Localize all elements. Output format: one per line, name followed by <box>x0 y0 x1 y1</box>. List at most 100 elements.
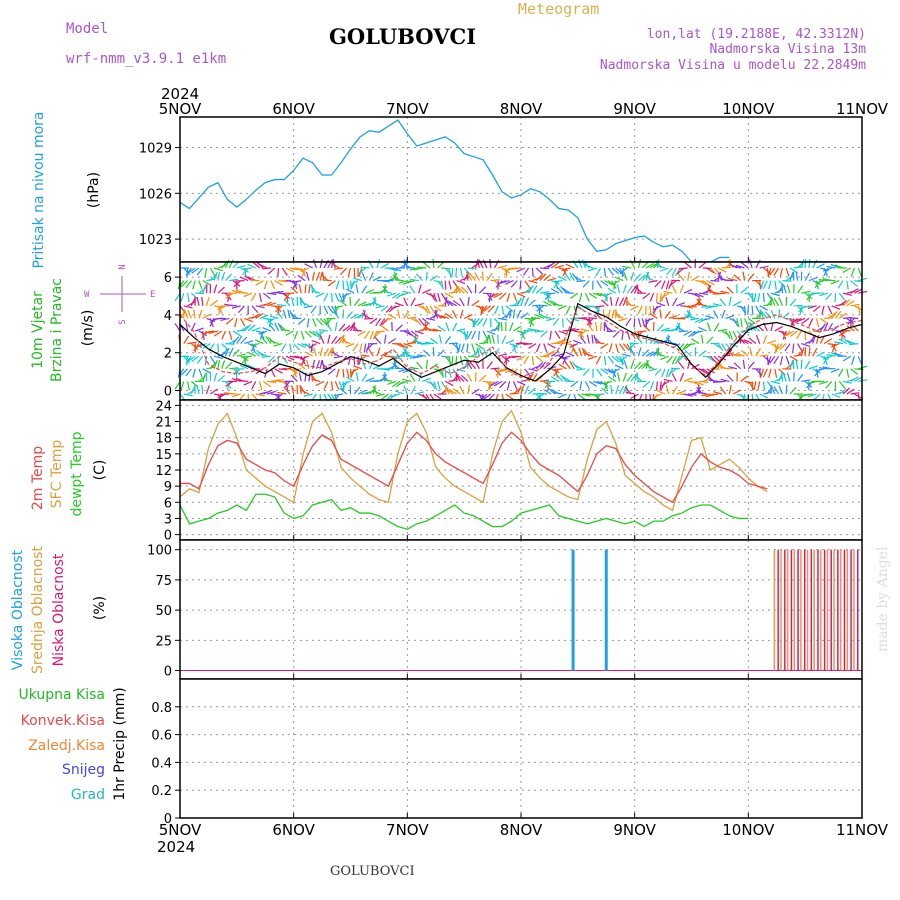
wind-arrow <box>267 355 276 364</box>
wind-arrow <box>808 276 818 282</box>
wind-arrow <box>227 392 237 395</box>
temp-background <box>180 400 862 540</box>
conv-rain-label: Konvek.Kisa <box>21 713 105 729</box>
wind-arrow <box>403 347 408 357</box>
wind-arrow <box>342 280 345 290</box>
wind-arrow <box>380 325 389 332</box>
wind-arrow <box>357 301 367 307</box>
wind-arrow <box>827 305 833 315</box>
wind-arrow <box>440 292 447 302</box>
wind-arrow <box>254 339 264 345</box>
precip-ytick-label: 0.4 <box>151 756 172 771</box>
wind-arrow <box>224 259 230 269</box>
wind-arrow <box>258 330 268 335</box>
wind-arrow <box>570 380 579 388</box>
wind-arrow <box>267 267 276 275</box>
wind-arrow <box>804 272 811 281</box>
wind-arrow <box>413 355 423 359</box>
wind-arrow <box>243 380 253 386</box>
wind-arrow <box>603 292 613 297</box>
wind-arrow <box>319 317 328 326</box>
wind-arrow <box>428 329 438 332</box>
wind-arrow <box>213 355 223 360</box>
wind-arrow <box>584 264 594 269</box>
wind-arrow <box>185 267 192 276</box>
wind-arrow <box>326 323 333 332</box>
wind-arrow <box>649 313 658 319</box>
wind-arrow <box>186 293 190 303</box>
wind-arrow <box>310 343 314 353</box>
wind-arrow <box>838 312 847 319</box>
wind-arrow <box>478 305 484 315</box>
wind-arrow <box>510 280 518 288</box>
wind-arrow <box>838 381 846 389</box>
station-title: GOLUBOVCI <box>329 24 476 49</box>
wind-arrow <box>478 374 487 382</box>
wind-arrow <box>748 259 753 269</box>
wind-arrow <box>604 280 613 286</box>
wind-arrow <box>698 326 707 332</box>
wind-arrow <box>740 318 743 328</box>
wind-arrow <box>816 263 825 269</box>
wind-arrow <box>509 322 514 332</box>
dewpt-label: dewpt Temp <box>69 431 85 516</box>
wind-arrow <box>645 275 654 282</box>
wind-arrow <box>519 280 522 290</box>
wind-arrow <box>691 275 700 282</box>
wind-arrow <box>455 285 461 294</box>
wind-arrow <box>535 362 544 370</box>
wind-arrow <box>274 290 284 294</box>
wind-arrow <box>323 292 329 302</box>
pressure-unit: (hPa) <box>86 172 102 208</box>
wind-arrow <box>422 317 430 325</box>
temp-panel-labels: 2m Temp SFC Temp dewpt Temp (C) <box>30 431 108 516</box>
wind-arrow <box>792 317 802 323</box>
wind-arrow <box>588 380 598 387</box>
wind-arrow <box>607 287 617 294</box>
wind-arrow <box>753 293 757 303</box>
wind-arrow <box>774 368 778 378</box>
wind-arrow <box>576 280 586 283</box>
panels: 1023102610290246036912151821240255075100… <box>139 116 868 827</box>
wind-arrow <box>452 310 458 319</box>
wind-arrow <box>409 285 416 294</box>
wind-arrow <box>724 367 734 370</box>
wind-arrow <box>221 271 226 281</box>
wind-arrow <box>720 290 730 294</box>
wind-arrow <box>554 330 561 339</box>
wind-arrow <box>375 318 382 327</box>
wind-arrow <box>554 353 564 357</box>
wind-arrow <box>564 361 571 370</box>
wind-arrow <box>653 305 658 315</box>
wind-arrow <box>837 280 844 289</box>
wind-arrow <box>665 336 673 345</box>
wind-arrow <box>213 284 218 294</box>
wind-arrow <box>261 267 271 270</box>
wind-arrow <box>437 381 441 391</box>
wind-arrow <box>289 267 299 271</box>
wind-arrow <box>311 290 321 294</box>
wind-arrow <box>592 393 601 401</box>
wind-arrow <box>768 280 772 290</box>
wind-arrow <box>228 347 234 357</box>
wind-arrow <box>500 280 510 284</box>
wind-arrow <box>792 359 795 369</box>
wind-arrow <box>242 267 253 270</box>
wind-arrow <box>383 379 393 382</box>
wind-arrow <box>338 292 344 302</box>
wind-arrow <box>615 385 620 395</box>
wind-arrow <box>600 280 609 287</box>
wind-arrow <box>300 355 310 360</box>
wind-arrow <box>274 280 283 286</box>
top-tick-9NOV: 9NOV <box>613 100 656 118</box>
wind-arrow <box>312 259 317 269</box>
wind-arrow <box>540 330 548 338</box>
temp-ytick-label: 24 <box>155 399 172 414</box>
wind-arrow <box>728 277 738 282</box>
wind-arrow <box>315 317 323 326</box>
wind-arrow <box>320 362 329 370</box>
wind-arrow <box>611 368 617 378</box>
wind-arrow <box>691 380 700 386</box>
wind-arrow <box>380 374 388 382</box>
wind-arrow <box>187 267 196 274</box>
